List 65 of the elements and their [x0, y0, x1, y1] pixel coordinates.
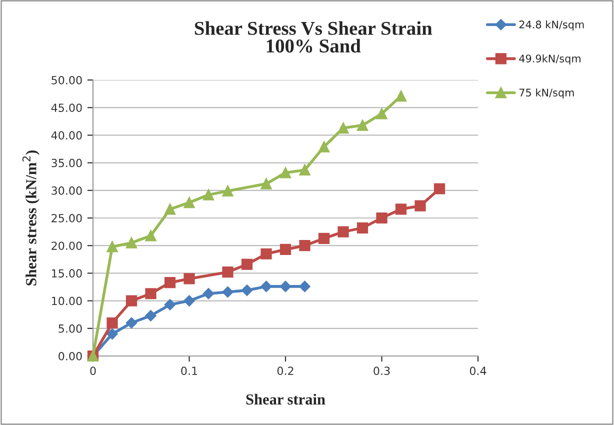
point — [202, 288, 214, 300]
point — [376, 108, 388, 120]
point — [164, 277, 176, 288]
point — [106, 241, 118, 252]
legend-label: 49.9kN/sqm — [519, 54, 580, 64]
y-tick-label: 30.00 — [52, 186, 82, 195]
point — [280, 167, 292, 178]
point — [184, 196, 195, 208]
point — [338, 226, 349, 238]
point — [222, 286, 234, 298]
point — [106, 328, 118, 340]
point — [414, 200, 426, 212]
point — [395, 90, 407, 102]
x-tick-label: 0.2 — [277, 366, 294, 376]
point — [222, 266, 234, 278]
y-tick-label: 15.00 — [52, 269, 82, 278]
y-tick-label: 5.00 — [58, 324, 82, 333]
legend-label: 75 kN/sqm — [519, 88, 574, 99]
y-tick-label: 20.00 — [52, 242, 82, 250]
point — [280, 244, 292, 256]
y-axis-title: Shear stress (kN/m$^{2}$) — [22, 150, 40, 286]
y-tick-label: 40.00 — [51, 131, 82, 140]
point — [202, 189, 214, 200]
y-tick-label: 50.00 — [52, 76, 82, 84]
point — [145, 310, 156, 322]
point — [356, 120, 368, 131]
point — [126, 317, 138, 328]
point — [222, 185, 234, 197]
y-tick-label: 25.00 — [52, 214, 82, 222]
legend-label: 24.8 kN/sqm — [519, 20, 584, 30]
chart-title: Shear Stress Vs Shear Strain 100% Sand — [194, 21, 432, 53]
point — [299, 240, 310, 252]
point — [106, 317, 118, 328]
y-tick-label: 10.00 — [52, 296, 82, 306]
point — [356, 222, 368, 234]
point — [395, 204, 407, 215]
point — [338, 122, 349, 134]
x-axis-title: Shear strain — [246, 394, 326, 405]
point — [184, 273, 195, 284]
point — [434, 183, 446, 194]
y-tick-label: 0.00 — [58, 352, 82, 360]
point — [260, 178, 272, 190]
point — [145, 230, 156, 242]
point — [376, 212, 388, 224]
x-tick-label: 0.4 — [470, 366, 486, 376]
point — [318, 232, 330, 244]
point — [241, 284, 253, 296]
y-tick-label: 35.00 — [52, 158, 82, 168]
point — [299, 280, 310, 292]
point — [184, 295, 195, 306]
point — [260, 280, 272, 292]
point — [145, 288, 156, 300]
y-tick-label: 45.00 — [51, 104, 82, 112]
x-tick-label: 0.3 — [374, 366, 390, 376]
point — [260, 248, 272, 260]
x-tick-label: 0 — [90, 366, 96, 376]
point — [164, 299, 176, 310]
x-tick-label: 0.1 — [181, 366, 198, 376]
point — [280, 280, 292, 292]
point — [318, 141, 330, 152]
point — [164, 204, 176, 215]
point — [126, 295, 138, 306]
point — [126, 237, 138, 248]
point — [299, 164, 310, 176]
point — [241, 258, 253, 270]
